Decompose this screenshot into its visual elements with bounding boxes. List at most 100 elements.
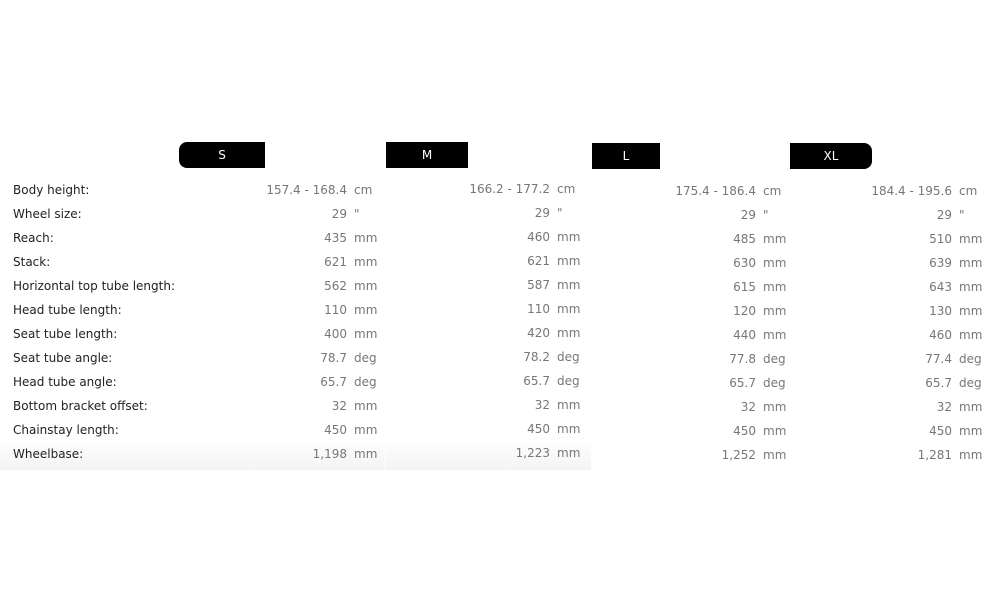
spec-row: 29 " (386, 205, 563, 229)
spec-value: 450 (324, 423, 347, 437)
spec-row: 587 mm (386, 277, 580, 301)
spec-row: 77.8 deg (592, 351, 785, 375)
spec-row: 110 mm (386, 301, 580, 325)
spec-unit: mm (354, 399, 378, 413)
spec-row: 639 mm (790, 255, 982, 279)
spec-row: 435 mm (179, 230, 377, 254)
spec-value: 460 (929, 328, 952, 342)
spec-unit: mm (763, 424, 787, 438)
spec-unit: cm (763, 184, 782, 198)
spec-unit: mm (959, 280, 983, 294)
spec-row: 615 mm (592, 279, 786, 303)
spec-unit: deg (763, 376, 786, 390)
spec-value: 450 (733, 424, 756, 438)
spec-row: 450 mm (790, 423, 982, 447)
spec-row: 184.4 - 195.6 cm (790, 183, 977, 207)
spec-unit: mm (354, 423, 378, 437)
spec-value: 639 (929, 256, 952, 270)
spec-row: 400 mm (179, 326, 377, 350)
spec-unit: mm (763, 304, 787, 318)
spec-value: 32 (534, 398, 550, 412)
spec-label: Seat tube length: (13, 327, 118, 341)
spec-unit: mm (557, 446, 581, 460)
size-tab-s[interactable]: S (179, 142, 265, 168)
spec-value: 510 (929, 232, 952, 246)
spec-labels: Body height: Wheel size: Reach: Stack: Horiz… (13, 182, 175, 470)
spec-value: 130 (929, 304, 952, 318)
spec-label: Body height: (13, 183, 90, 197)
size-tab-m[interactable]: M (386, 142, 468, 168)
size-tab-xl[interactable]: XL (790, 143, 872, 169)
panel-bg (0, 130, 385, 470)
spec-row: 562 mm (179, 278, 377, 302)
spec-value: 420 (527, 326, 550, 340)
spec-value: 587 (527, 278, 550, 292)
spec-unit: mm (557, 326, 581, 340)
spec-unit: mm (763, 256, 787, 270)
spec-unit: mm (763, 448, 787, 462)
spec-value: 1,252 (721, 448, 756, 462)
spec-row: 78.2 deg (386, 349, 579, 373)
spec-row: 420 mm (386, 325, 580, 349)
spec-unit: " (557, 206, 563, 220)
spec-value: 1,223 (515, 446, 550, 460)
spec-value: 29 (740, 208, 756, 222)
spec-row: 460 mm (386, 229, 580, 253)
spec-row: 32 mm (179, 398, 378, 422)
spec-row: 510 mm (790, 231, 982, 255)
spec-label: Chainstay length: (13, 423, 119, 437)
spec-label: Horizontal top tube length: (13, 279, 175, 293)
spec-row: 77.4 deg (790, 351, 981, 375)
spec-unit: mm (354, 231, 378, 245)
spec-row: 120 mm (592, 303, 786, 327)
spec-row: 130 mm (790, 303, 982, 327)
spec-row: 1,198 mm (179, 446, 378, 470)
spec-value: 562 (324, 279, 347, 293)
spec-row: 32 mm (592, 399, 787, 423)
size-tab-l[interactable]: L (592, 143, 660, 169)
spec-value: 32 (740, 400, 756, 414)
spec-value: 400 (324, 327, 347, 341)
spec-unit: deg (959, 352, 982, 366)
spec-value: 485 (733, 232, 756, 246)
spec-row: 1,252 mm (592, 447, 787, 471)
spec-row: 65.7 deg (592, 375, 785, 399)
spec-value: 78.2 (523, 350, 550, 364)
spec-unit: mm (354, 255, 378, 269)
spec-unit: cm (354, 183, 373, 197)
spec-unit: mm (354, 303, 378, 317)
spec-unit: deg (354, 351, 377, 365)
spec-value: 77.4 (925, 352, 952, 366)
spec-row: 1,281 mm (790, 447, 983, 471)
spec-unit: mm (763, 328, 787, 342)
spec-unit: mm (959, 400, 983, 414)
spec-row: 621 mm (386, 253, 580, 277)
spec-row: 65.7 deg (179, 374, 376, 398)
spec-row: 1,223 mm (386, 445, 581, 469)
spec-value: 32 (936, 400, 952, 414)
spec-row: 32 mm (386, 397, 581, 421)
spec-unit: deg (763, 352, 786, 366)
panel-bg (386, 130, 591, 470)
spec-value: 29 (936, 208, 952, 222)
spec-unit: cm (959, 184, 978, 198)
spec-value: 157.4 - 168.4 (266, 183, 347, 197)
spec-value: 65.7 (925, 376, 952, 390)
spec-unit: " (959, 208, 965, 222)
spec-row: 485 mm (592, 231, 786, 255)
spec-value: 643 (929, 280, 952, 294)
spec-unit: mm (763, 232, 787, 246)
spec-unit: deg (557, 374, 580, 388)
spec-value: 65.7 (320, 375, 347, 389)
spec-label: Wheel size: (13, 207, 82, 221)
spec-value: 78.7 (320, 351, 347, 365)
spec-value: 615 (733, 280, 756, 294)
spec-row: 460 mm (790, 327, 982, 351)
spec-value: 450 (929, 424, 952, 438)
spec-row: 175.4 - 186.4 cm (592, 183, 781, 207)
spec-value: 110 (324, 303, 347, 317)
spec-row: 630 mm (592, 255, 786, 279)
spec-unit: mm (557, 230, 581, 244)
spec-row: 166.2 - 177.2 cm (386, 181, 575, 205)
spec-unit: mm (959, 448, 983, 462)
